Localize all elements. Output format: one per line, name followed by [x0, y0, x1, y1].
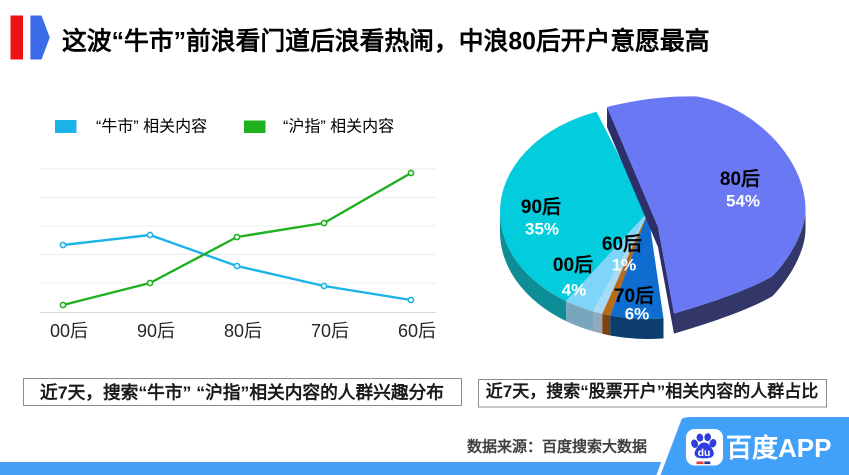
svg-text:1%: 1%: [612, 256, 637, 275]
svg-text:“牛市” 相关内容: “牛市” 相关内容: [96, 118, 207, 136]
svg-text:70后: 70后: [311, 321, 349, 341]
svg-text:“沪指” 相关内容: “沪指” 相关内容: [283, 118, 394, 136]
svg-text:近7天，搜索“牛市” “沪指”相关内容的人群兴趣分布: 近7天，搜索“牛市” “沪指”相关内容的人群兴趣分布: [40, 382, 444, 403]
svg-text:00后: 00后: [553, 254, 593, 276]
svg-text:80后: 80后: [720, 168, 760, 190]
svg-text:54%: 54%: [726, 192, 760, 211]
svg-text:百度APP: 百度APP: [726, 433, 831, 463]
svg-text:这波“牛市”前浪看门道后浪看热闹，中浪80后开户意愿最高: 这波“牛市”前浪看门道后浪看热闹，中浪80后开户意愿最高: [62, 27, 710, 56]
svg-text:00后: 00后: [50, 321, 88, 341]
svg-text:80后: 80后: [224, 321, 262, 341]
svg-text:90后: 90后: [137, 321, 175, 341]
svg-text:数据来源：百度搜索大数据: 数据来源：百度搜索大数据: [467, 438, 647, 456]
svg-text:du: du: [698, 447, 711, 459]
svg-text:近7天，搜索“股票开户”相关内容的人群占比: 近7天，搜索“股票开户”相关内容的人群占比: [486, 381, 818, 401]
svg-text:4%: 4%: [562, 281, 587, 300]
svg-text:90后: 90后: [521, 196, 561, 218]
svg-text:70后: 70后: [614, 285, 654, 307]
svg-text:60后: 60后: [398, 321, 436, 341]
svg-text:35%: 35%: [525, 220, 559, 239]
svg-text:60后: 60后: [602, 233, 642, 255]
svg-text:6%: 6%: [625, 305, 650, 324]
